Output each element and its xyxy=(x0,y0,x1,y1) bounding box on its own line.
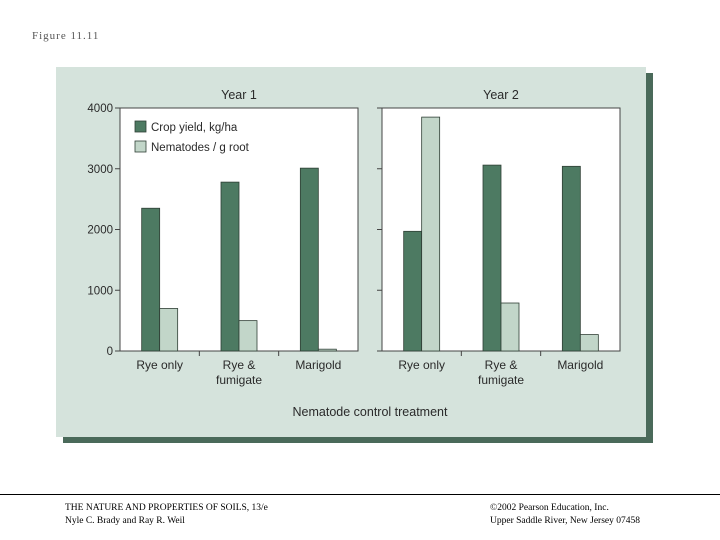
year1-crop-yield-bar xyxy=(299,167,319,352)
legend-swatch-nematodes xyxy=(134,140,147,153)
year2-nematode-bar xyxy=(421,116,441,352)
copyright: ©2002 Pearson Education, Inc. xyxy=(490,503,609,513)
footer-divider xyxy=(0,494,720,495)
year2-category-label: Marigold xyxy=(557,358,603,372)
year1-category-label: Rye & xyxy=(223,358,256,372)
legend-swatch-crop-yield xyxy=(134,120,147,133)
footer-right: ©2002 Pearson Education, Inc. Upper Sadd… xyxy=(490,502,640,528)
year1-title: Year 1 xyxy=(221,88,257,102)
year1-nematode-bar xyxy=(317,348,337,352)
figure-number-label: Figure 11.11 xyxy=(32,30,100,42)
year1-category-label: fumigate xyxy=(216,373,262,387)
year2-nematode-bar xyxy=(500,302,520,352)
year1-y-tick-label: 4000 xyxy=(87,103,113,115)
year2-nematode-bar xyxy=(579,334,599,352)
book-authors: Nyle C. Brady and Ray R. Weil xyxy=(65,516,185,526)
year1-nematode-bar xyxy=(159,308,179,352)
legend-label-crop-yield: Crop yield, kg/ha xyxy=(151,122,238,134)
year2-crop-yield-bar xyxy=(482,164,502,352)
year1-category-label: Rye only xyxy=(136,358,183,372)
year2-crop-yield-bar xyxy=(561,165,581,352)
year2-crop-yield-bar xyxy=(403,230,423,352)
year1-category-label: Marigold xyxy=(295,358,341,372)
year1-crop-yield-bar xyxy=(220,181,240,352)
year1-nematode-bar xyxy=(238,320,258,352)
year1-y-tick-label: 3000 xyxy=(87,164,113,176)
book-title: THE NATURE AND PROPERTIES OF SOILS, 13/e xyxy=(65,503,268,513)
year2-category-label: Rye only xyxy=(398,358,445,372)
year2-title: Year 2 xyxy=(483,88,519,102)
year2-category-label: fumigate xyxy=(478,373,524,387)
year1-crop-yield-bar xyxy=(141,207,161,352)
x-axis-label: Nematode control treatment xyxy=(293,405,448,419)
footer-left: THE NATURE AND PROPERTIES OF SOILS, 13/e… xyxy=(65,502,268,528)
publisher-address: Upper Saddle River, New Jersey 07458 xyxy=(490,516,641,526)
year1-y-tick-label: 2000 xyxy=(87,225,113,237)
year1-y-tick-label: 1000 xyxy=(87,285,113,297)
year1-y-tick-label: 0 xyxy=(107,346,113,358)
year2-category-label: Rye & xyxy=(485,358,518,372)
legend-label-nematodes: Nematodes / g root xyxy=(151,142,250,154)
